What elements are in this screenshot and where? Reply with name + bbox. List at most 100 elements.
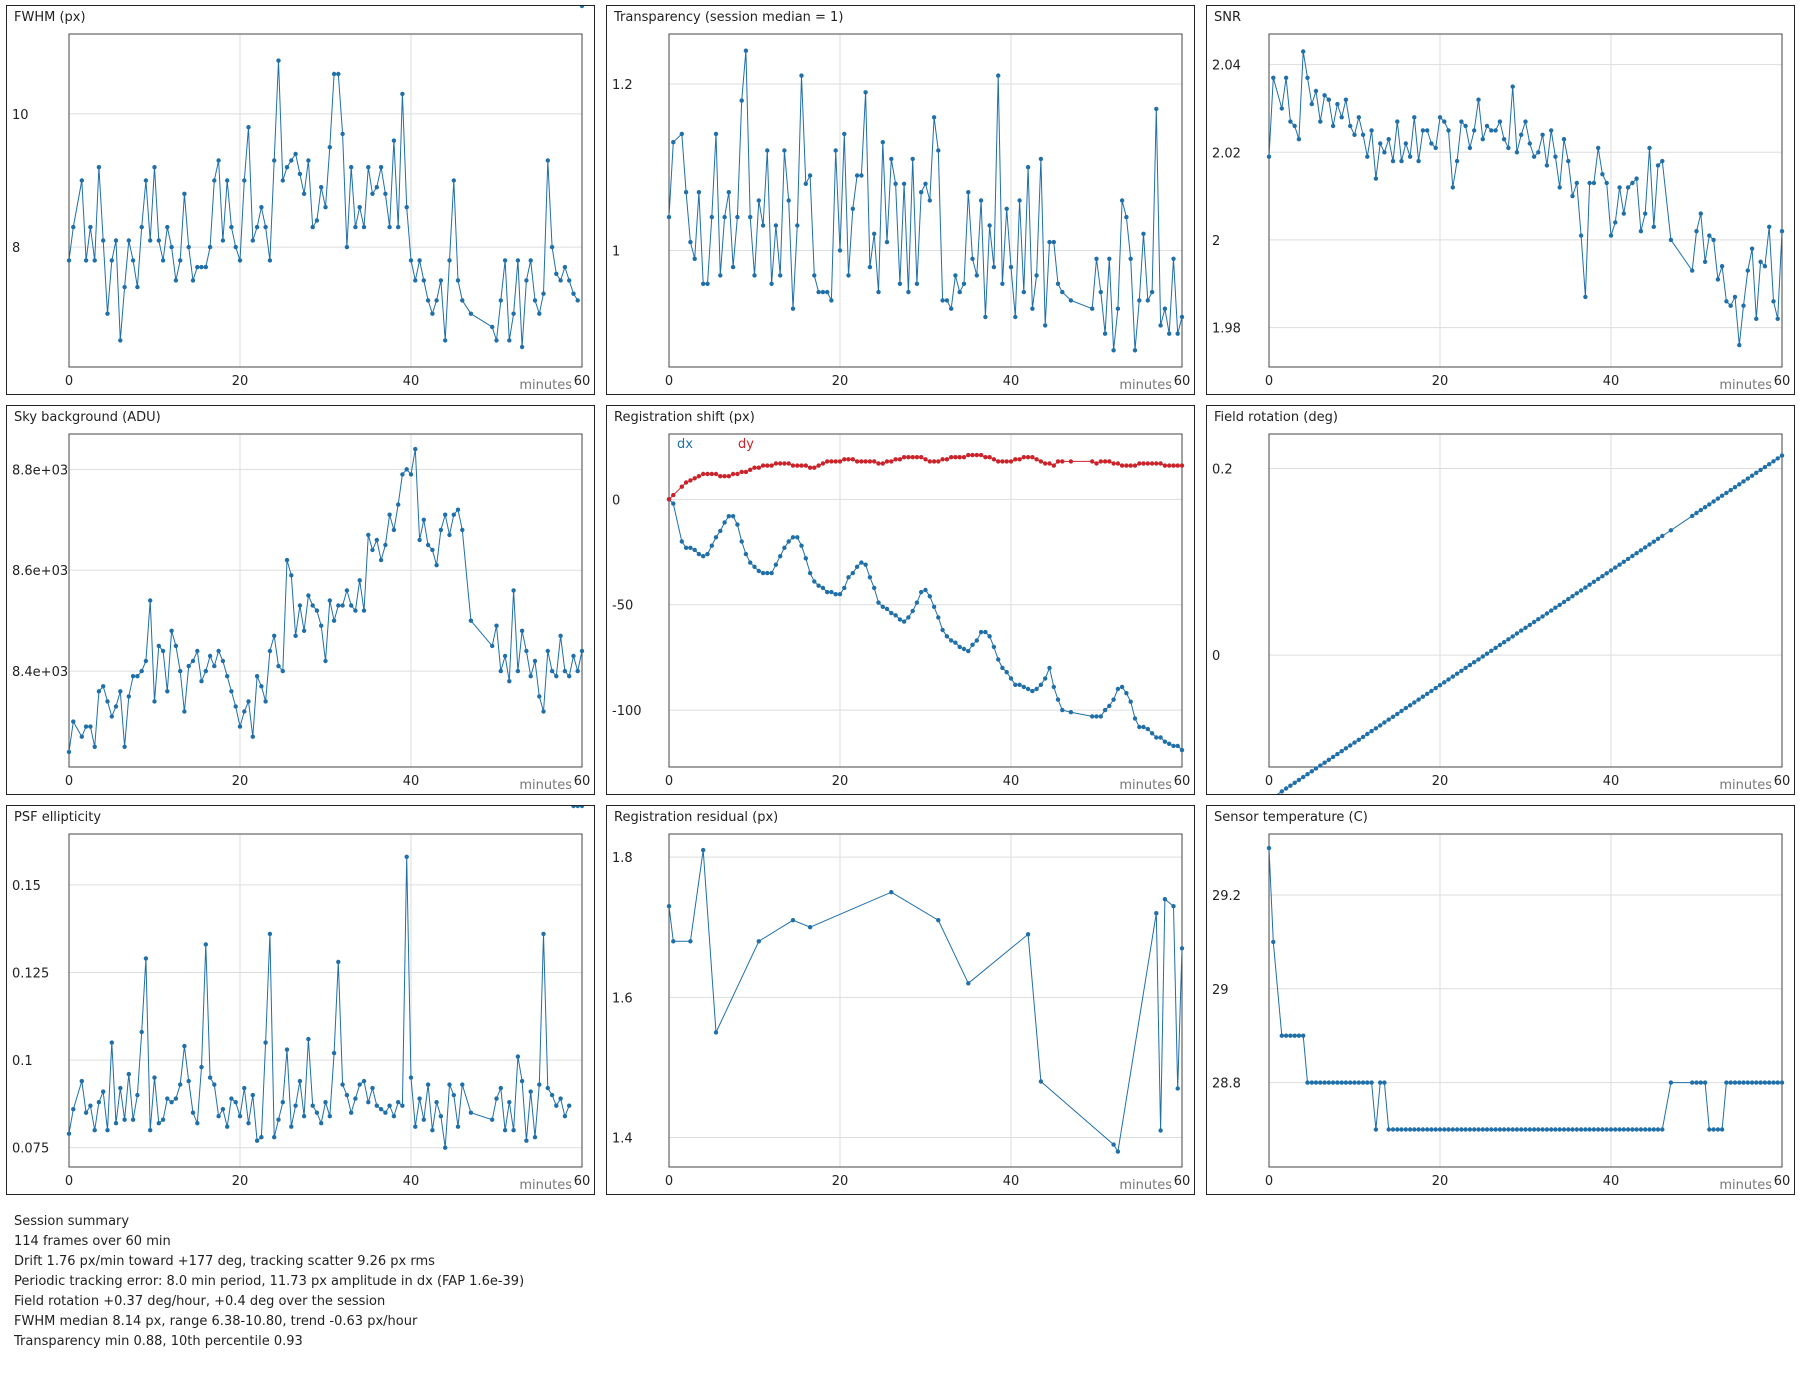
- data-point: [541, 291, 546, 296]
- x-tick-label: 40: [1003, 374, 1020, 389]
- data-point: [1403, 1127, 1408, 1132]
- x-tick-label: 60: [1774, 1174, 1791, 1189]
- series-line: [1268, 51, 1783, 346]
- data-point: [923, 457, 928, 462]
- data-point: [1737, 482, 1742, 487]
- data-point: [978, 452, 984, 458]
- data-point: [195, 1121, 200, 1126]
- data-point: [165, 1096, 170, 1101]
- data-point: [846, 575, 851, 580]
- data-point: [1111, 697, 1116, 702]
- data-point: [1506, 637, 1511, 642]
- data-point: [1141, 724, 1146, 730]
- data-point: [537, 1082, 542, 1087]
- data-point: [1719, 493, 1725, 498]
- data-point: [1617, 1127, 1622, 1132]
- data-point: [113, 704, 119, 709]
- data-point: [460, 298, 465, 303]
- data-point: [1090, 714, 1095, 719]
- plot-frame: [668, 33, 1183, 368]
- y-tick-label: -100: [612, 704, 642, 719]
- data-point: [1137, 298, 1142, 303]
- data-point: [1694, 229, 1699, 234]
- data-point: [1429, 688, 1434, 694]
- data-point: [276, 58, 281, 63]
- data-point: [118, 338, 123, 343]
- data-point: [1399, 708, 1404, 714]
- data-point: [1690, 1080, 1695, 1085]
- data-point: [1647, 542, 1652, 547]
- data-point: [434, 298, 439, 303]
- data-point: [666, 497, 672, 502]
- data-point: [1510, 1127, 1515, 1132]
- data-point: [790, 918, 796, 923]
- data-point: [1352, 740, 1357, 745]
- data-point: [880, 140, 885, 145]
- data-point: [709, 471, 714, 477]
- data-point: [109, 258, 115, 263]
- x-axis-label: minutes: [1119, 1178, 1172, 1193]
- data-point: [502, 1128, 508, 1133]
- x-tick-label: 20: [232, 774, 249, 789]
- data-point: [88, 1103, 93, 1108]
- data-point: [1694, 510, 1699, 516]
- x-tick-label: 20: [832, 374, 849, 389]
- data-point: [562, 264, 568, 270]
- data-point: [842, 585, 847, 591]
- data-point: [490, 1117, 495, 1122]
- data-point: [1429, 141, 1434, 146]
- data-point: [786, 461, 791, 466]
- data-point: [1728, 1080, 1733, 1085]
- data-point: [1330, 123, 1336, 129]
- chart-panel-field-rotation: 0 20 40 60 0 0.2 minutes Field rotation (deg): [1206, 405, 1795, 795]
- data-point: [1111, 461, 1116, 466]
- data-point: [1326, 757, 1331, 762]
- data-point: [156, 238, 161, 243]
- data-point: [242, 1085, 247, 1091]
- data-point: [1348, 123, 1353, 129]
- data-point: [974, 452, 979, 458]
- data-point: [1017, 457, 1022, 462]
- data-point: [246, 1121, 251, 1126]
- data-point: [1395, 711, 1400, 717]
- data-point: [404, 467, 409, 472]
- data-point: [1407, 1127, 1413, 1132]
- data-point: [289, 158, 294, 163]
- data-point: [1510, 84, 1515, 89]
- data-point: [319, 1121, 324, 1126]
- data-point: [816, 583, 821, 588]
- data-point: [182, 1043, 187, 1049]
- data-point: [1098, 459, 1103, 464]
- data-point: [1154, 735, 1159, 740]
- data-point: [1660, 158, 1665, 164]
- data-point: [1625, 185, 1631, 190]
- data-point: [1707, 502, 1712, 507]
- data-point: [1702, 505, 1708, 510]
- data-point: [443, 512, 448, 517]
- data-point: [1758, 467, 1763, 473]
- data-point: [1399, 158, 1404, 164]
- chart-svg-sky-background: 0 20 40 60 8.4e+03 8.6e+03 8.8e+03 minutes: [12, 433, 590, 793]
- summary-line: Transparency min 0.88, 10th percentile 0…: [14, 1334, 303, 1349]
- data-point: [1493, 128, 1498, 133]
- data-point: [1395, 119, 1400, 124]
- data-point: [1283, 786, 1289, 791]
- data-point: [1523, 1127, 1528, 1132]
- data-point: [250, 238, 255, 243]
- data-point: [498, 298, 503, 303]
- data-point: [259, 684, 264, 689]
- data-point: [859, 173, 864, 178]
- data-point: [812, 465, 817, 470]
- data-point: [575, 806, 580, 809]
- data-point: [507, 679, 512, 684]
- data-point: [735, 471, 740, 477]
- data-point: [1779, 453, 1785, 458]
- data-point: [71, 1107, 76, 1112]
- data-point: [1038, 1079, 1044, 1084]
- data-point: [884, 459, 890, 464]
- data-point: [1775, 456, 1780, 461]
- data-point: [1484, 651, 1490, 656]
- data-point: [130, 1117, 136, 1122]
- data-point: [1158, 1128, 1163, 1133]
- data-point: [1553, 154, 1558, 159]
